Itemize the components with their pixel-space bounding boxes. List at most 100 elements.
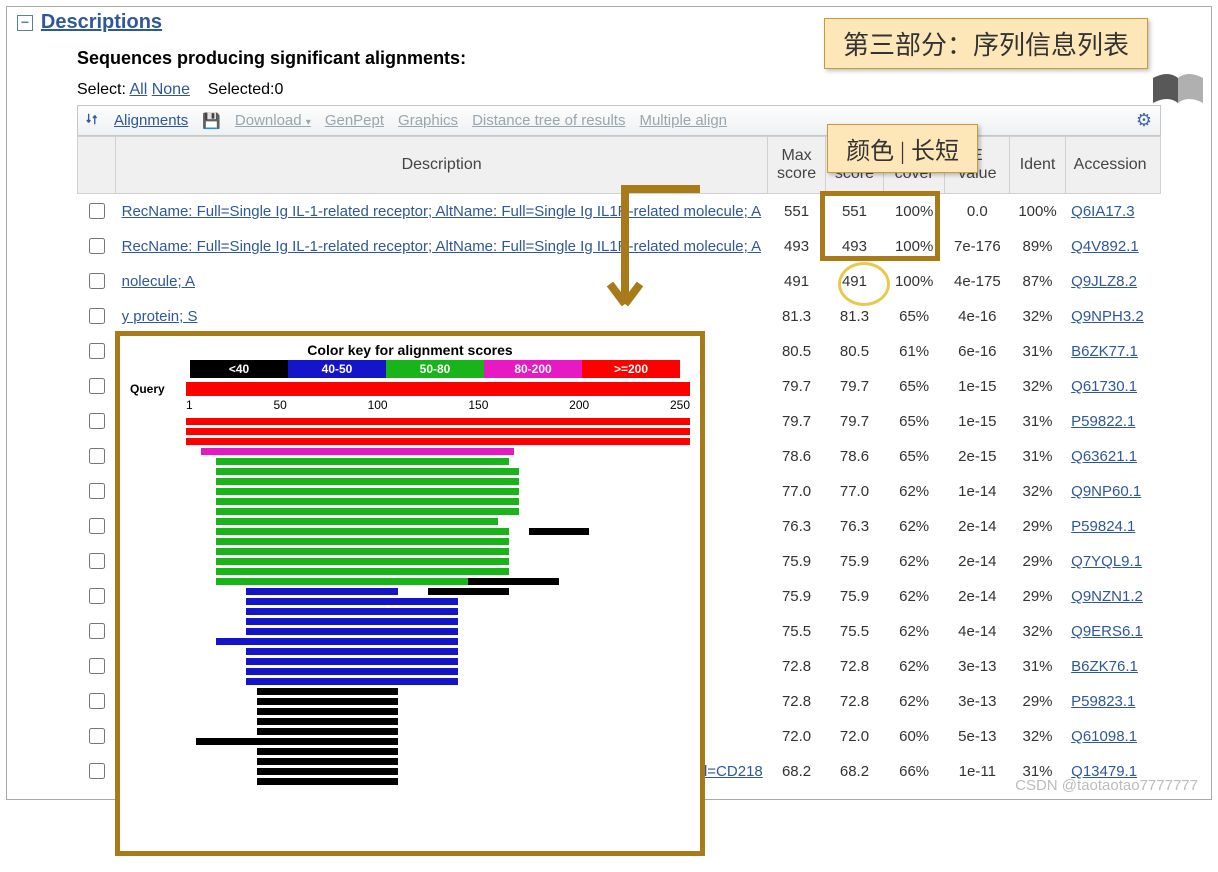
row-description-link[interactable]: nolecule; A: [116, 264, 768, 299]
row-evalue: 3e-13: [945, 649, 1010, 684]
row-checkbox[interactable]: [89, 308, 105, 324]
alignment-segment: [216, 578, 508, 585]
col-description[interactable]: Description: [116, 137, 768, 194]
alignment-bar-row: [186, 738, 690, 745]
col-max-score[interactable]: Max score: [768, 137, 826, 194]
row-checkbox[interactable]: [89, 238, 105, 254]
alignment-bar-row: [186, 658, 690, 665]
row-accession-link[interactable]: P59822.1: [1065, 404, 1160, 439]
col-accession[interactable]: Accession: [1065, 137, 1160, 194]
alignment-segment: [216, 568, 508, 575]
row-accession-link[interactable]: Q9NP60.1: [1065, 474, 1160, 509]
alignment-segment: [468, 578, 559, 585]
alignment-bar-row: [186, 558, 690, 565]
row-total-score: 75.9: [826, 544, 884, 579]
alignment-segment: [257, 748, 398, 755]
row-accession-link[interactable]: Q9NPH3.2: [1065, 299, 1160, 334]
row-max-score: 80.5: [768, 334, 826, 369]
row-checkbox[interactable]: [89, 273, 105, 289]
row-evalue: 1e-11: [945, 754, 1010, 789]
row-checkbox[interactable]: [89, 693, 105, 709]
sort-icon[interactable]: [86, 112, 100, 130]
row-accession-link[interactable]: Q9ERS6.1: [1065, 614, 1160, 649]
row-checkbox[interactable]: [89, 483, 105, 499]
selected-count: Selected:0: [208, 81, 284, 98]
select-none-link[interactable]: None: [152, 81, 190, 98]
row-max-score: 79.7: [768, 404, 826, 439]
color-key-segment: 80-200: [484, 360, 582, 378]
row-accession-link[interactable]: Q61098.1: [1065, 719, 1160, 754]
alignments-link[interactable]: Alignments: [114, 112, 188, 129]
table-row: RecName: Full=Single Ig IL-1-related rec…: [78, 229, 1161, 264]
row-checkbox[interactable]: [89, 343, 105, 359]
row-ident: 29%: [1010, 684, 1065, 719]
row-max-score: 75.9: [768, 544, 826, 579]
row-total-score: 79.7: [826, 369, 884, 404]
row-checkbox[interactable]: [89, 203, 105, 219]
alignment-segment: [246, 668, 458, 675]
row-checkbox[interactable]: [89, 448, 105, 464]
select-label: Select:: [77, 81, 126, 98]
row-description-link[interactable]: RecName: Full=Single Ig IL-1-related rec…: [116, 194, 768, 230]
row-max-score: 75.5: [768, 614, 826, 649]
row-accession-link[interactable]: P59823.1: [1065, 684, 1160, 719]
row-accession-link[interactable]: Q6IA17.3: [1065, 194, 1160, 230]
section-title-link[interactable]: Descriptions: [41, 11, 162, 33]
alignment-segment: [257, 768, 398, 775]
collapse-toggle[interactable]: −: [17, 15, 33, 31]
row-checkbox[interactable]: [89, 518, 105, 534]
row-description-link[interactable]: y protein; S: [116, 299, 768, 334]
row-evalue: 1e-14: [945, 474, 1010, 509]
alignment-bar-row: [186, 648, 690, 655]
row-checkbox[interactable]: [89, 763, 105, 779]
genpept-link: GenPept: [325, 112, 384, 129]
alignment-bar-row: [186, 598, 690, 605]
alignment-bar-row: [186, 518, 690, 525]
row-accession-link[interactable]: Q63621.1: [1065, 439, 1160, 474]
row-max-score: 72.8: [768, 649, 826, 684]
row-ident: 29%: [1010, 544, 1065, 579]
row-total-score: 81.3: [826, 299, 884, 334]
select-all-link[interactable]: All: [129, 81, 147, 98]
table-row: RecName: Full=Single Ig IL-1-related rec…: [78, 194, 1161, 230]
row-checkbox[interactable]: [89, 378, 105, 394]
row-ident: 89%: [1010, 229, 1065, 264]
color-key-segment: 50-80: [386, 360, 484, 378]
color-key-segment: >=200: [582, 360, 680, 378]
alignment-bar-row: [186, 568, 690, 575]
row-checkbox[interactable]: [89, 623, 105, 639]
row-evalue: 7e-176: [945, 229, 1010, 264]
tick-label: 50: [273, 398, 286, 412]
alignment-segment: [257, 728, 398, 735]
row-description-link[interactable]: RecName: Full=Single Ig IL-1-related rec…: [116, 229, 768, 264]
row-max-score: 81.3: [768, 299, 826, 334]
alignment-segment: [257, 718, 398, 725]
row-query-cover: 62%: [883, 579, 944, 614]
row-query-cover: 65%: [883, 299, 944, 334]
alignment-bar-row: [186, 768, 690, 775]
row-ident: 32%: [1010, 299, 1065, 334]
gear-icon[interactable]: ⚙: [1136, 110, 1152, 131]
row-checkbox[interactable]: [89, 413, 105, 429]
row-total-score: 78.6: [826, 439, 884, 474]
row-checkbox[interactable]: [89, 658, 105, 674]
row-checkbox[interactable]: [89, 728, 105, 744]
row-checkbox[interactable]: [89, 553, 105, 569]
alignment-segment: [216, 508, 518, 515]
row-accession-link[interactable]: Q7YQL9.1: [1065, 544, 1160, 579]
row-accession-link[interactable]: Q9JLZ8.2: [1065, 264, 1160, 299]
row-accession-link[interactable]: Q4V892.1: [1065, 229, 1160, 264]
row-ident: 31%: [1010, 404, 1065, 439]
row-accession-link[interactable]: Q61730.1: [1065, 369, 1160, 404]
row-max-score: 72.0: [768, 719, 826, 754]
row-accession-link[interactable]: B6ZK77.1: [1065, 334, 1160, 369]
row-total-score: 77.0: [826, 474, 884, 509]
row-accession-link[interactable]: B6ZK76.1: [1065, 649, 1160, 684]
row-ident: 29%: [1010, 579, 1065, 614]
alignment-bar-row: [186, 508, 690, 515]
row-accession-link[interactable]: Q9NZN1.2: [1065, 579, 1160, 614]
alignment-bar-row: [186, 678, 690, 685]
col-ident[interactable]: Ident: [1010, 137, 1065, 194]
row-checkbox[interactable]: [89, 588, 105, 604]
row-accession-link[interactable]: P59824.1: [1065, 509, 1160, 544]
